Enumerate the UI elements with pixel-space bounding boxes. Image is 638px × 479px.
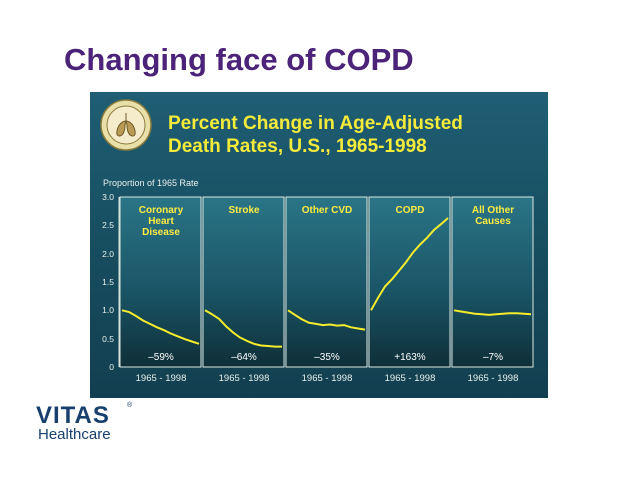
series-line (453, 309, 532, 316)
panel-frame (451, 196, 534, 368)
series-line (287, 309, 366, 331)
panel-frame (368, 196, 451, 368)
panel-change-label: –35% (314, 352, 340, 363)
y-tick-label: 1.5 (102, 277, 114, 287)
y-tick-label: 3.0 (102, 192, 114, 202)
series-line (204, 309, 282, 348)
y-tick-label: 2.0 (102, 248, 114, 259)
x-range-label: 1965 - 1998 (135, 373, 187, 384)
logo-wordmark: VITAS (36, 402, 110, 429)
y-axis-caption: Proportion of 1965 Rate (103, 178, 199, 188)
panel-change-label: –7% (482, 352, 503, 363)
y-tick-label: 0 (109, 362, 114, 372)
panel-change-label: –59% (148, 352, 174, 363)
logo-subtitle: Healthcare (38, 426, 111, 443)
slide-title: Changing face of COPD (64, 42, 414, 77)
y-tick-label: 0.5 (102, 333, 114, 344)
panel-frame (285, 196, 368, 368)
panel-name: Other CVD (301, 205, 353, 216)
medical-society-seal-lungs-icon (100, 99, 152, 151)
panel-change-label: +163% (394, 352, 426, 363)
panel-name: COPD (395, 205, 425, 216)
panel-frame (202, 196, 285, 368)
panel-frame (119, 196, 202, 368)
chart-title-line-1: Percent Change in Age-Adjusted (168, 113, 463, 134)
panel-name: All Other Causes (471, 205, 515, 227)
series-line (370, 217, 449, 311)
y-tick-label: 1.0 (102, 305, 114, 316)
x-range-label: 1965 - 1998 (467, 373, 519, 384)
panel-name: Stroke (228, 205, 260, 216)
logo-registered-mark: ® (127, 402, 133, 409)
series-line (121, 309, 200, 345)
x-range-label: 1965 - 1998 (301, 373, 353, 384)
chart-title-line-2: Death Rates, U.S., 1965-1998 (168, 136, 427, 157)
x-range-label: 1965 - 1998 (218, 373, 270, 384)
panel-name: Coronary Heart Disease (138, 205, 184, 238)
x-range-label: 1965 - 1998 (384, 373, 436, 384)
y-tick-label: 2.5 (102, 220, 114, 231)
panel-change-label: –64% (231, 352, 257, 363)
chart-title: Percent Change in Age-Adjusted Death Rat… (168, 112, 463, 158)
